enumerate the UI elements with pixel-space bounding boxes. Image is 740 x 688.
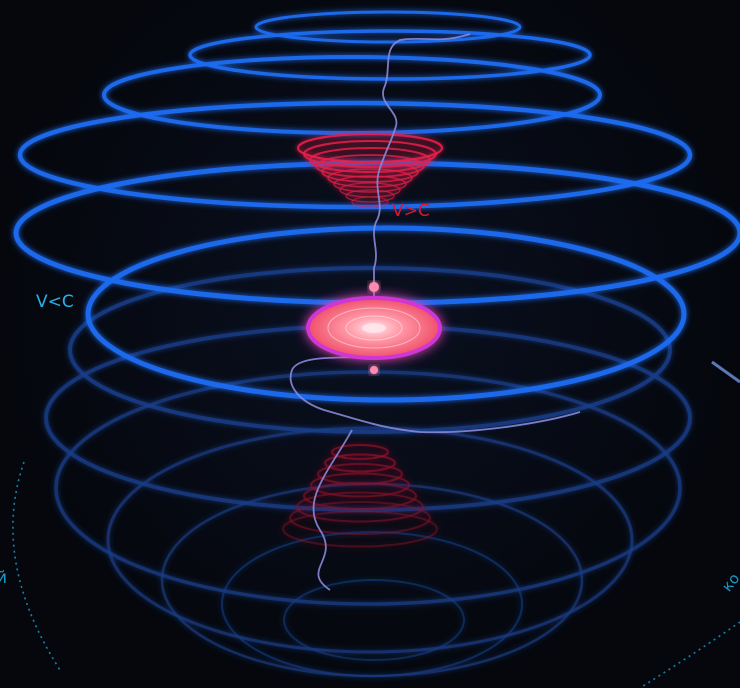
lower-vortex-ring [331, 444, 389, 460]
outer-ring [17, 100, 693, 210]
inner-vortex-ring [321, 161, 419, 183]
outer-ring [188, 29, 592, 81]
core-upper-dot [369, 282, 379, 292]
inner-vortex-ring [315, 154, 425, 178]
lower-vortex-ring [303, 482, 417, 510]
central-thread [289, 33, 581, 591]
lower-vortex-ring [310, 472, 410, 498]
inner-vortex-ring [309, 147, 431, 173]
lower-vortex-ring [296, 491, 424, 523]
right-edge-pointer [711, 360, 740, 384]
lower-ring [54, 370, 682, 606]
left-dotted-guide [12, 461, 61, 671]
lower-ring [68, 266, 672, 434]
inner-region-label: V>C [392, 201, 430, 221]
lower-ring [283, 579, 465, 661]
lower-vortex-ring [324, 453, 396, 473]
lower-vortex-ring [289, 501, 431, 535]
right-dotted-guide [639, 621, 740, 688]
inner-vortex-ring [351, 196, 389, 208]
lower-ring [221, 531, 523, 677]
inner-vortex-ring [327, 168, 413, 188]
inner-vortex-ring [302, 139, 438, 169]
outer-region-label: V<C [36, 292, 74, 312]
inner-vortex-ring [333, 175, 407, 193]
lower-inner-vortex [282, 444, 438, 548]
outer-ring [85, 225, 687, 403]
lower-vortex-ring [282, 510, 438, 548]
left-edge-label-fragment: й [0, 568, 8, 588]
lower-ring [106, 426, 634, 654]
outer-ring [102, 55, 602, 135]
inner-vortex-ring [345, 189, 395, 203]
core-lower-dot [370, 366, 378, 374]
core-disc [306, 296, 442, 360]
outer-ring [254, 10, 522, 44]
upper-inner-vortex [296, 132, 444, 208]
